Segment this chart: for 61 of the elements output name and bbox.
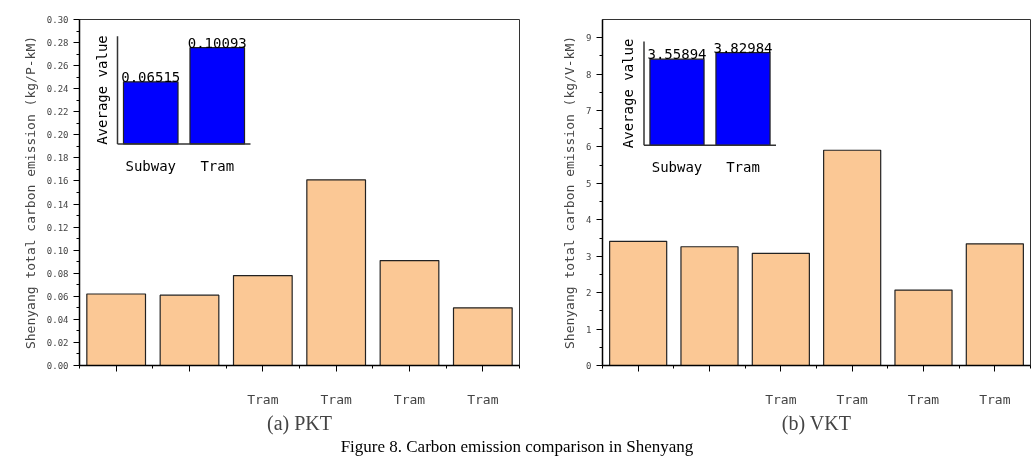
data-label: 3.55894 bbox=[647, 46, 707, 63]
y-tick-label: 0.02 bbox=[46, 337, 69, 348]
y-axis-title: Shenyang total carbon emission (kg/V-kM) bbox=[562, 35, 578, 350]
bar bbox=[823, 149, 882, 366]
y-tick-label: 0.26 bbox=[46, 61, 69, 72]
y-tick-label: 7 bbox=[586, 106, 592, 117]
y-axis-title: Average value bbox=[620, 38, 636, 149]
x-tick-label: Tram bbox=[979, 391, 1011, 407]
x-tick-label: Tram bbox=[467, 391, 499, 407]
bar bbox=[894, 289, 953, 366]
y-tick-label: 6 bbox=[586, 142, 592, 153]
data-label: 3.82984 bbox=[713, 39, 773, 56]
y-tick-label: 0.24 bbox=[46, 84, 69, 95]
bar bbox=[379, 259, 440, 366]
y-tick-label: 8 bbox=[586, 69, 592, 80]
y-tick-label: 5 bbox=[586, 178, 592, 189]
y-tick-label: 0.16 bbox=[46, 176, 69, 187]
y-tick-label: 2 bbox=[586, 288, 592, 299]
x-tick-label: Tram bbox=[765, 391, 797, 407]
y-tick-label: 0.14 bbox=[46, 199, 69, 210]
y-tick-label: 9 bbox=[586, 33, 592, 44]
x-tick-label: Subway bbox=[125, 157, 177, 174]
x-tick-label: Tram bbox=[836, 391, 868, 407]
y-tick-label: 4 bbox=[586, 215, 592, 226]
bar bbox=[232, 274, 293, 366]
y-axis-title: Average value bbox=[93, 35, 110, 145]
x-tick-label: Tram bbox=[320, 391, 352, 407]
bar bbox=[751, 252, 810, 366]
data-label: 0.06515 bbox=[121, 68, 181, 85]
y-axis-title: Shenyang total carbon emission (kg/P-kM) bbox=[22, 35, 38, 350]
bar bbox=[306, 179, 367, 366]
x-tick-label: Tram bbox=[200, 157, 235, 174]
bar bbox=[965, 243, 1024, 366]
caption: Figure 8. Carbon emission comparison in Shenyang bbox=[340, 436, 694, 458]
y-tick-label: 0.22 bbox=[46, 107, 69, 118]
bar bbox=[680, 246, 739, 366]
x-tick-label: Tram bbox=[726, 158, 760, 175]
x-tick-label: Subway bbox=[651, 158, 703, 175]
y-tick-label: 0.06 bbox=[46, 291, 69, 302]
x-axis-title: (a) PKT bbox=[267, 411, 332, 435]
y-tick-label: 0.28 bbox=[46, 38, 69, 49]
bar bbox=[159, 294, 220, 366]
x-axis-title: (b) VKT bbox=[781, 411, 851, 435]
bar bbox=[86, 293, 147, 366]
y-tick-label: 0.10 bbox=[46, 245, 69, 256]
y-tick-label: 0.04 bbox=[46, 314, 69, 325]
y-tick-label: 0 bbox=[586, 361, 592, 371]
y-tick-label: 0.00 bbox=[46, 361, 69, 371]
y-tick-label: 0.20 bbox=[46, 130, 69, 141]
x-tick-label: Tram bbox=[393, 391, 426, 407]
y-tick-label: 0.18 bbox=[46, 153, 69, 164]
y-tick-label: 0.12 bbox=[46, 222, 69, 233]
x-tick-label: Tram bbox=[907, 391, 940, 407]
bar bbox=[609, 240, 668, 366]
y-tick-label: 1 bbox=[586, 324, 592, 335]
y-tick-label: 0.08 bbox=[46, 268, 69, 279]
bar bbox=[452, 307, 513, 366]
y-tick-label: 0.30 bbox=[46, 15, 69, 25]
x-tick-label: Tram bbox=[247, 391, 279, 407]
data-label: 0.10093 bbox=[187, 34, 247, 51]
y-tick-label: 3 bbox=[586, 251, 592, 262]
